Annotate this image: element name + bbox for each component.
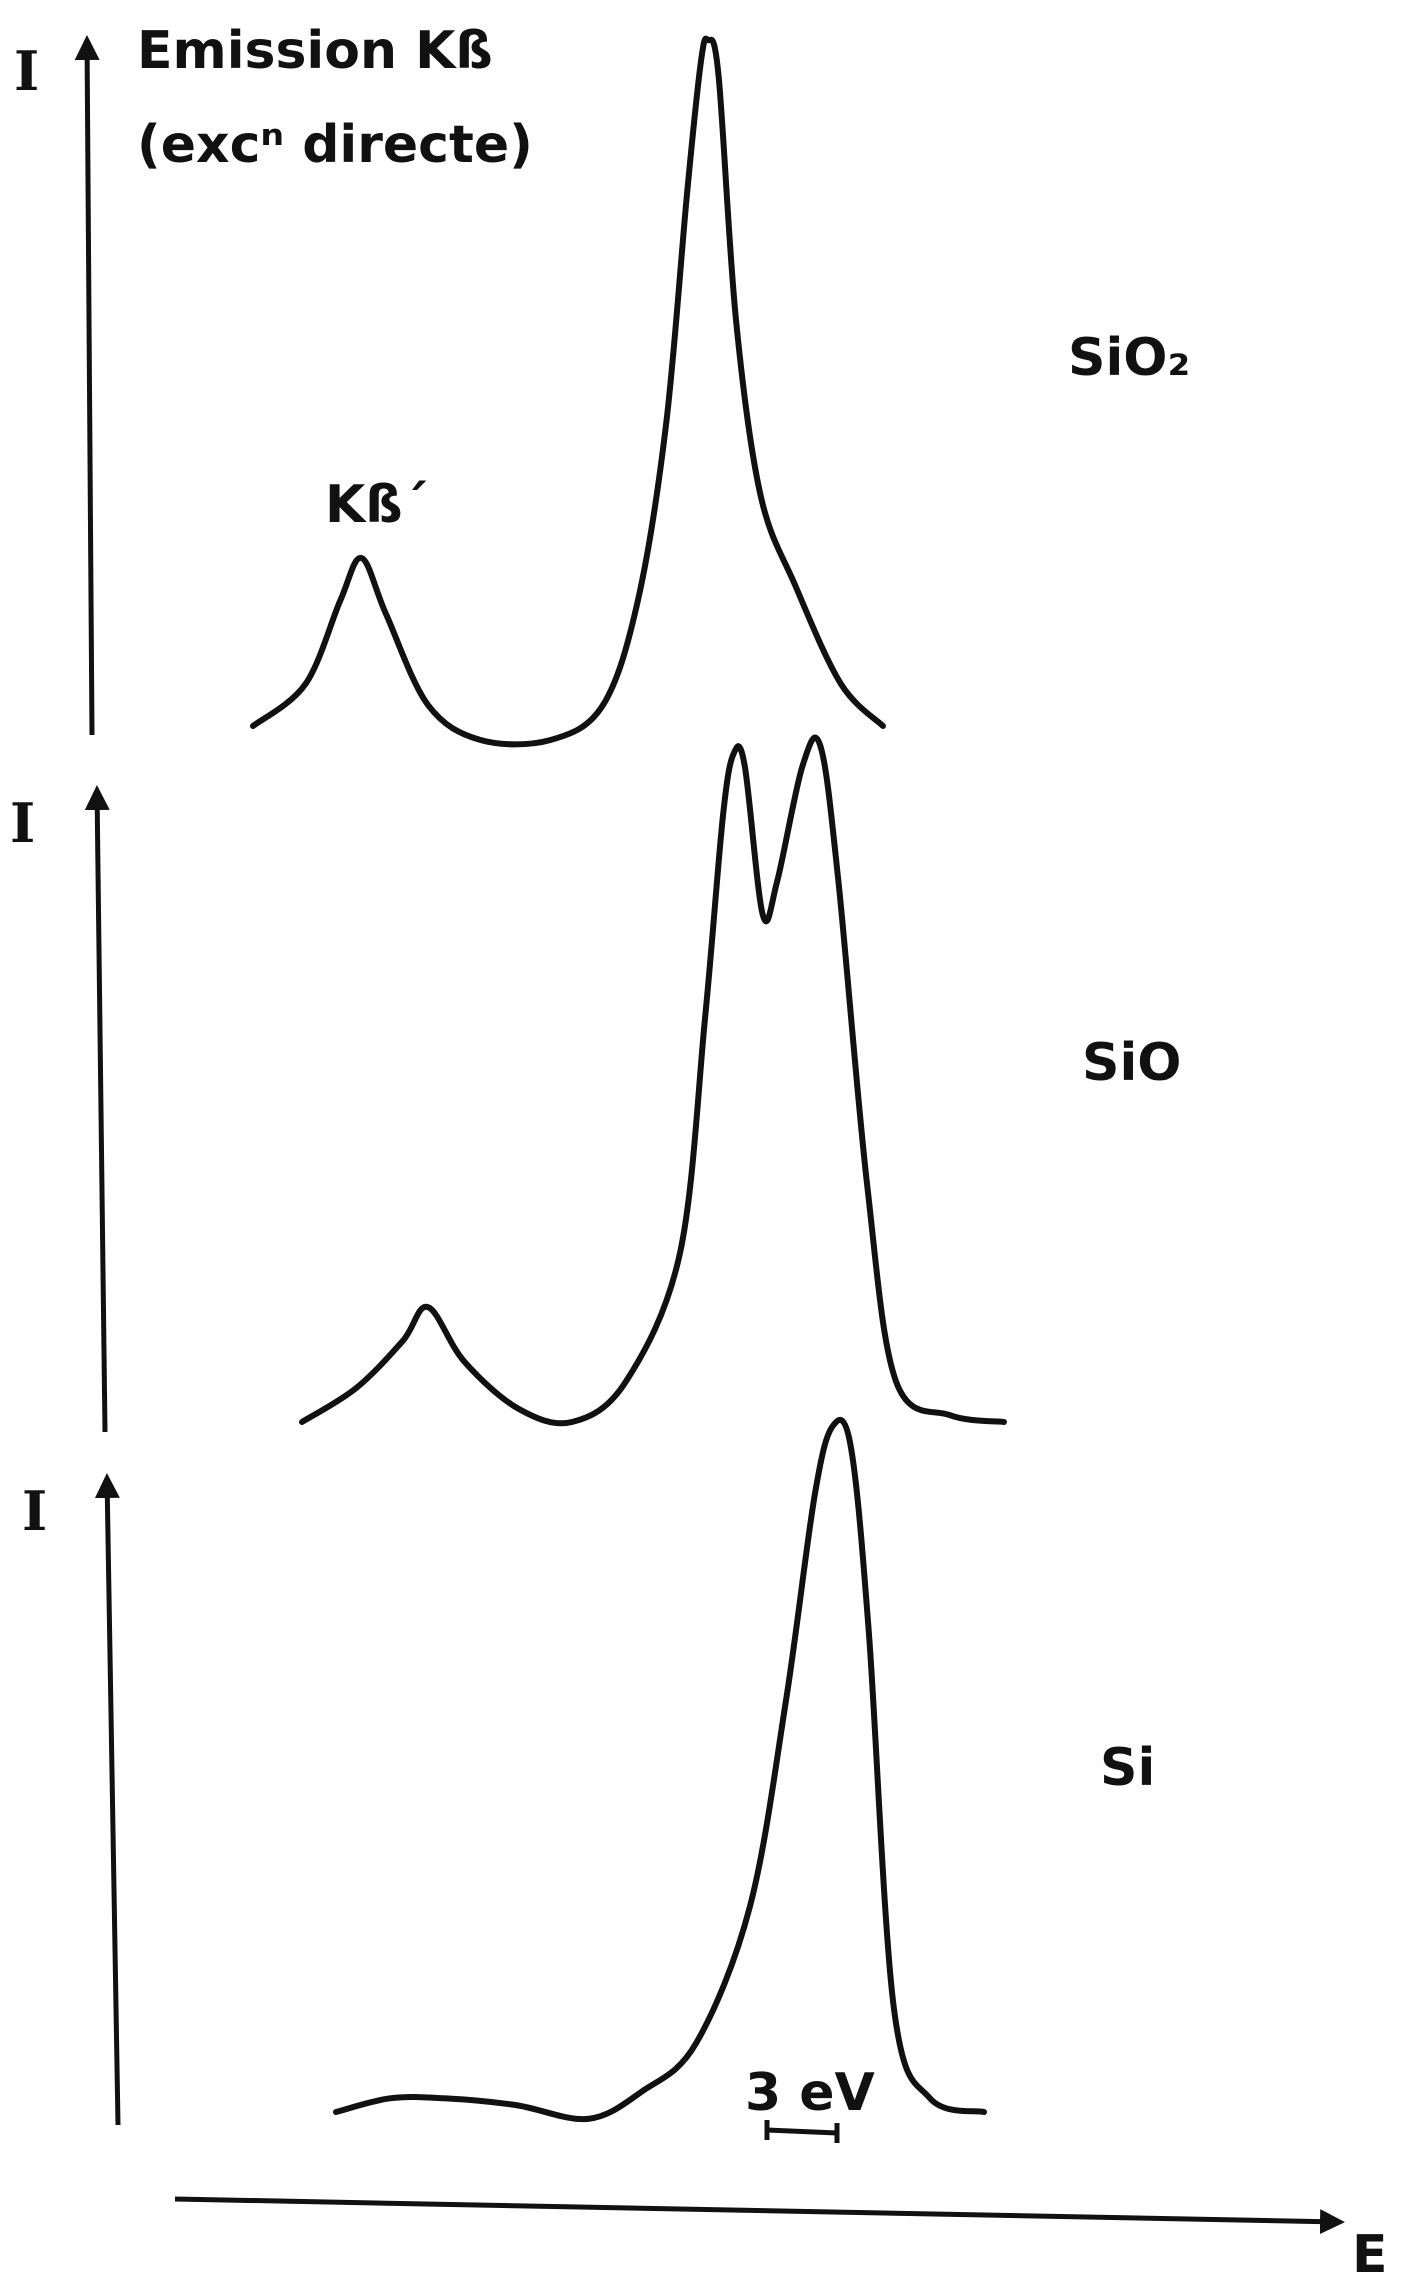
peak-annotation: Kß´ bbox=[325, 475, 429, 535]
series-line-sio2 bbox=[250, 35, 886, 748]
series-line-si bbox=[333, 1416, 987, 2123]
x-axis-label: E bbox=[1352, 2225, 1388, 2285]
scale-bar bbox=[766, 2127, 838, 2136]
x-axis bbox=[174, 2196, 1345, 2235]
y-axis-label-si: I bbox=[22, 1479, 47, 1543]
y-axis-sio bbox=[84, 785, 110, 1433]
y-axis-label-sio: I bbox=[10, 791, 35, 855]
chart-subtitle: (excⁿ directe) bbox=[137, 115, 533, 175]
scale-bar-label: 3 eV bbox=[745, 2063, 875, 2123]
series-line-sio bbox=[299, 734, 1007, 1427]
chart-title: Emission Kß bbox=[137, 21, 493, 81]
series-label-sio: SiO bbox=[1082, 1033, 1181, 1093]
series-label-si: Si bbox=[1100, 1738, 1155, 1798]
y-axis-si bbox=[94, 1473, 121, 2126]
y-axis-sio2 bbox=[74, 35, 100, 736]
y-axis-label-sio2: I bbox=[14, 39, 39, 103]
series-label-sio2: SiO₂ bbox=[1068, 328, 1190, 388]
